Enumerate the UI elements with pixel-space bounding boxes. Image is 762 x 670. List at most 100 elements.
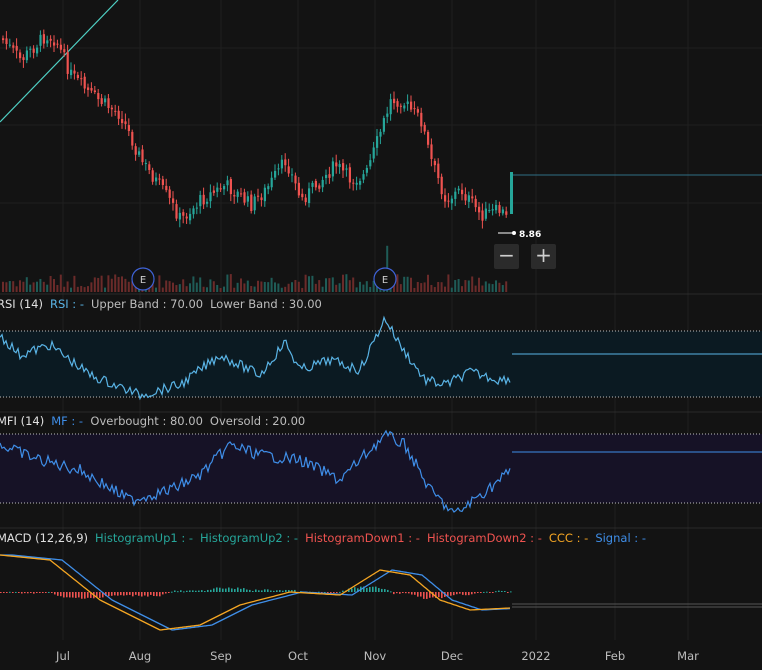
macd-histogram-bar [204, 591, 206, 593]
volume-bar [423, 282, 426, 292]
macd-histogram-bar [300, 591, 302, 593]
candle [274, 170, 277, 178]
volume-bar [172, 282, 174, 292]
volume-bar [182, 279, 185, 292]
macd-histogram-bar [246, 589, 248, 592]
macd-histogram-bar [294, 589, 296, 592]
candle [56, 43, 59, 45]
candle [348, 167, 351, 183]
macd-histogram-bar [384, 589, 386, 592]
candle [430, 144, 433, 160]
candle [12, 45, 15, 48]
volume-bar [36, 281, 38, 292]
candle [287, 166, 290, 174]
earnings-marker[interactable] [373, 267, 397, 291]
macd-histogram-bar [87, 592, 89, 598]
macd-histogram-bar [159, 592, 161, 597]
header-item: Overbought : 80.00 [90, 414, 203, 428]
candle [155, 177, 158, 182]
candle [70, 69, 73, 76]
volume-bar [267, 282, 270, 292]
candle [389, 99, 392, 115]
macd-histogram-bar [261, 590, 263, 592]
macd-histogram-bar [177, 591, 179, 593]
macd-histogram-bar [456, 592, 458, 595]
last-value-label: 8.86 [519, 230, 541, 240]
candle [311, 182, 314, 187]
volume-bar [229, 274, 232, 292]
volume-bar [505, 281, 508, 292]
macd-histogram-bar [57, 592, 59, 596]
candle [423, 124, 426, 132]
volume-bar [416, 281, 419, 292]
earnings-marker[interactable] [131, 267, 155, 291]
volume-bar [246, 280, 249, 292]
candle [335, 162, 338, 167]
candle [195, 207, 198, 209]
indicator-header: MFI (14) MF : - Overbought : 80.00 Oversold… [0, 414, 305, 428]
band-fill [0, 434, 762, 503]
macd-histogram-bar [387, 589, 389, 592]
candle [376, 136, 379, 148]
candle [498, 205, 501, 213]
candle [393, 98, 396, 104]
candle [301, 193, 304, 198]
candle [209, 192, 212, 202]
macd-histogram-bar [150, 592, 152, 595]
zoom-in-button[interactable]: + [531, 244, 556, 269]
candle [447, 200, 450, 202]
candle [32, 48, 35, 53]
macd-histogram-bar [153, 592, 155, 596]
volume-bar [83, 287, 86, 292]
volume-bar [471, 276, 474, 292]
volume-bar [243, 283, 246, 292]
candle [15, 45, 18, 51]
candle [474, 198, 477, 208]
header-item: HistogramDown2 : - [427, 531, 542, 545]
volume-bar [117, 276, 120, 292]
macd-histogram-bar [501, 590, 503, 592]
macd-histogram-bar [276, 590, 278, 592]
macd-histogram-bar [141, 592, 143, 597]
volume-bar [226, 274, 229, 292]
volume-bar [25, 277, 28, 292]
candle [382, 118, 385, 132]
candle [437, 163, 440, 179]
macd-histogram-bar [30, 592, 32, 593]
macd-histogram-bar [210, 589, 212, 592]
candle [127, 125, 130, 132]
volume-bar [403, 276, 406, 292]
macd-histogram-bar [498, 590, 500, 592]
candle [240, 193, 243, 195]
macd-histogram-bar [0, 592, 2, 593]
header-item: MFI (14) [0, 414, 44, 428]
macd-histogram-bar [114, 592, 116, 596]
macd-histogram-bar [237, 587, 239, 592]
candle [42, 34, 45, 44]
macd-histogram-bar [465, 592, 467, 596]
earnings-marker-label: E [382, 275, 388, 286]
candle [440, 176, 443, 195]
macd-histogram-bar [393, 592, 395, 595]
candle [308, 188, 311, 203]
volume-bar [331, 277, 334, 292]
volume-bar [335, 284, 338, 292]
candle [178, 212, 181, 220]
zoom-out-button[interactable]: − [494, 244, 519, 269]
volume-bar [359, 281, 361, 292]
macd-pane [0, 554, 762, 631]
last-value-dot [512, 231, 516, 235]
macd-histogram-bar [282, 590, 284, 592]
macd-histogram-bar [240, 588, 242, 592]
candle [36, 47, 39, 54]
volume-bar [461, 286, 463, 292]
volume-bar [491, 284, 494, 292]
macd-histogram-bar [417, 592, 419, 597]
header-item: RSI : - [50, 297, 84, 311]
macd-histogram-bar [201, 590, 203, 592]
candle [107, 98, 110, 109]
macd-histogram-bar [72, 592, 74, 598]
volume-bar [104, 287, 106, 292]
macd-histogram-bar [462, 592, 464, 595]
